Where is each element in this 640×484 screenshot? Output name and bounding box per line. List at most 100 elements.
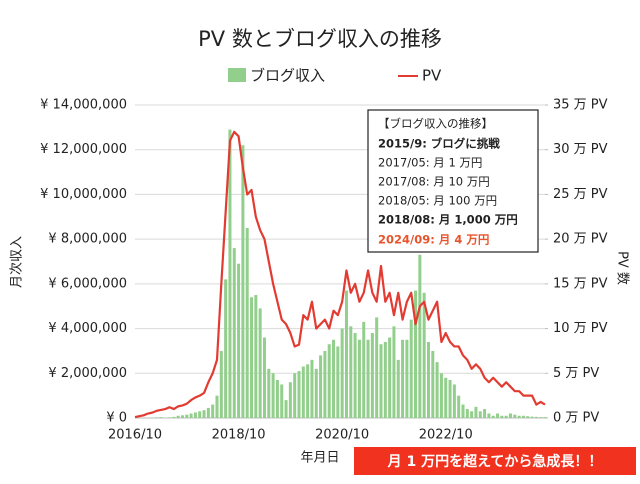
y2-tick-label: 5 万 PV bbox=[553, 366, 599, 381]
bar bbox=[384, 342, 387, 418]
bar bbox=[280, 384, 283, 418]
bar bbox=[310, 360, 313, 418]
bar bbox=[319, 355, 322, 418]
annotation-title: 【ブログ収入の推移】 bbox=[378, 117, 493, 131]
bar bbox=[362, 322, 365, 418]
bar bbox=[207, 408, 210, 418]
annotation-line: 2018/05: 月 100 万円 bbox=[378, 194, 497, 208]
bar bbox=[306, 364, 309, 418]
annotation-line: 2017/08: 月 10 万円 bbox=[378, 175, 490, 189]
bar bbox=[379, 344, 382, 418]
bar bbox=[285, 400, 288, 418]
bar bbox=[526, 416, 529, 418]
y-tick-label: ¥ 10,000,000 bbox=[40, 187, 127, 202]
x-tick-label: 2018/10 bbox=[212, 428, 266, 443]
bar bbox=[345, 291, 348, 418]
bar bbox=[336, 346, 339, 418]
bar bbox=[401, 340, 404, 418]
bar bbox=[440, 373, 443, 418]
bar bbox=[289, 382, 292, 418]
bar bbox=[392, 326, 395, 418]
bar bbox=[198, 411, 201, 418]
y-tick-label: ¥ 8,000,000 bbox=[48, 232, 127, 247]
bar bbox=[177, 416, 180, 418]
bar bbox=[513, 415, 516, 418]
y-axis-label: 月次収入 bbox=[9, 236, 25, 288]
y-tick-label: ¥ 6,000,000 bbox=[48, 276, 127, 291]
bar bbox=[358, 340, 361, 418]
bar bbox=[185, 415, 188, 418]
bar bbox=[297, 371, 300, 418]
bar bbox=[466, 409, 469, 418]
bar bbox=[159, 417, 162, 418]
annotation-line: 2015/9: ブログに挑戦 bbox=[378, 137, 500, 151]
bar bbox=[423, 293, 426, 418]
bar bbox=[315, 369, 318, 418]
bar bbox=[397, 360, 400, 418]
y2-tick-label: 35 万 PV bbox=[553, 98, 608, 113]
bar bbox=[436, 362, 439, 418]
bar bbox=[474, 407, 477, 418]
bar bbox=[194, 412, 197, 418]
x-tick-label: 2022/10 bbox=[419, 428, 473, 443]
bar bbox=[522, 416, 525, 418]
annotation-line: 2017/05: 月 1 万円 bbox=[378, 156, 482, 170]
bar bbox=[444, 378, 447, 418]
y2-tick-label: 20 万 PV bbox=[553, 232, 608, 247]
bar bbox=[505, 416, 508, 418]
bar bbox=[233, 248, 236, 418]
x-tick-label: 2016/10 bbox=[108, 428, 162, 443]
bar bbox=[276, 380, 279, 418]
bar bbox=[509, 414, 512, 418]
bar bbox=[543, 417, 546, 418]
y-tick-label: ¥ 14,000,000 bbox=[40, 98, 127, 113]
bar bbox=[449, 380, 452, 418]
bar bbox=[405, 340, 408, 418]
bar bbox=[224, 279, 227, 418]
bar bbox=[211, 405, 214, 418]
bar bbox=[518, 416, 521, 418]
banner: 月 1 万円を超えてから急成長！！ bbox=[387, 453, 603, 470]
bar bbox=[323, 351, 326, 418]
bar bbox=[461, 405, 464, 418]
legend-label: PV bbox=[422, 67, 442, 85]
bar bbox=[155, 417, 158, 418]
bar bbox=[328, 344, 331, 418]
bar bbox=[457, 396, 460, 418]
bar bbox=[354, 333, 357, 418]
bar bbox=[168, 417, 171, 418]
legend-swatch bbox=[228, 68, 246, 82]
chart-title: PV 数とブログ収入の推移 bbox=[198, 27, 442, 51]
y2-axis-label: PV 数 bbox=[615, 251, 630, 285]
y2-tick-label: 25 万 PV bbox=[553, 187, 608, 202]
bar bbox=[237, 264, 240, 418]
bar bbox=[496, 414, 499, 418]
bar bbox=[302, 367, 305, 418]
bar bbox=[181, 415, 184, 418]
y2-tick-label: 30 万 PV bbox=[553, 142, 608, 157]
legend-label: ブログ収入 bbox=[250, 67, 325, 85]
bar bbox=[203, 410, 206, 418]
bar bbox=[215, 396, 218, 418]
bar bbox=[220, 351, 223, 418]
bar bbox=[453, 384, 456, 418]
bar bbox=[483, 409, 486, 418]
bar bbox=[263, 338, 266, 418]
x-tick-label: 2020/10 bbox=[315, 428, 369, 443]
bar bbox=[492, 416, 495, 418]
bar bbox=[418, 255, 421, 418]
y-tick-label: ¥ 12,000,000 bbox=[40, 142, 127, 157]
bar bbox=[272, 373, 275, 418]
y-tick-label: ¥ 4,000,000 bbox=[48, 321, 127, 336]
annotation-box: 【ブログ収入の推移】 2015/9: ブログに挑戦 2017/05: 月 1 万… bbox=[368, 110, 538, 252]
bar bbox=[246, 228, 249, 418]
bar bbox=[427, 342, 430, 418]
x-axis-label: 年月日 bbox=[300, 451, 339, 466]
y2-tick-label: 10 万 PV bbox=[553, 321, 608, 336]
bar bbox=[267, 369, 270, 418]
bar bbox=[332, 340, 335, 418]
bar bbox=[410, 320, 413, 418]
bar bbox=[259, 308, 262, 418]
y-tick-label: ¥ 2,000,000 bbox=[48, 366, 127, 381]
bar bbox=[375, 317, 378, 418]
